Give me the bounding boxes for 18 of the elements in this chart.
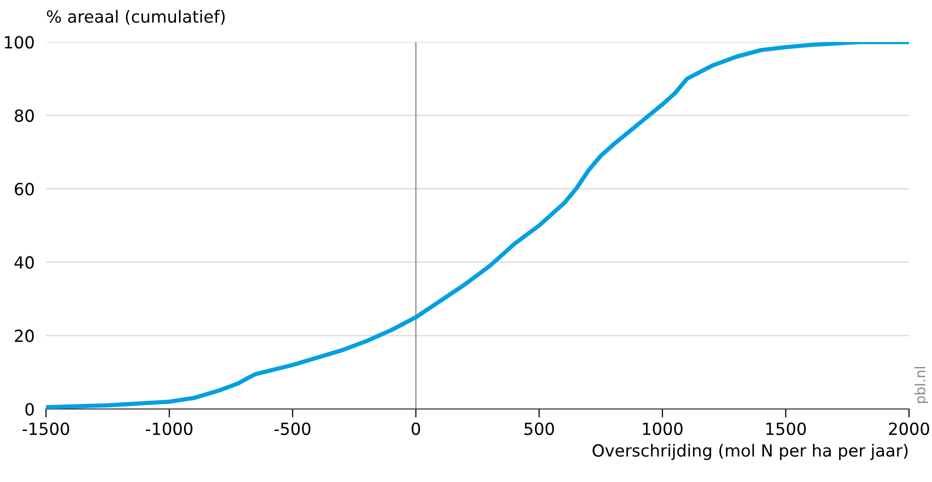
x-axis-title: Overschrijding (mol N per ha per jaar) <box>592 444 908 460</box>
y-tick-label: 40 <box>14 256 34 269</box>
x-tick-label: 500 <box>524 422 554 436</box>
x-tick-label: 0 <box>412 422 420 436</box>
x-tick-label: -1000 <box>146 422 192 436</box>
y-tick-label: 100 <box>4 36 34 49</box>
x-tick-label: -500 <box>274 422 310 436</box>
y-tick-label: 80 <box>14 109 34 122</box>
x-tick-label: -1500 <box>22 422 70 436</box>
x-tick-label: 1500 <box>766 422 806 436</box>
text: pbl.nl <box>914 367 928 404</box>
y-tick-label: 60 <box>14 182 34 196</box>
x-tick-label: 2000 <box>889 422 930 436</box>
line-series <box>46 42 909 409</box>
x-tick-label: 1000 <box>643 422 683 436</box>
y-tick-label: 20 <box>14 330 34 342</box>
y-tick-label: 0 <box>25 402 34 416</box>
y-axis-title: % areaal (cumulatief) <box>46 10 225 25</box>
